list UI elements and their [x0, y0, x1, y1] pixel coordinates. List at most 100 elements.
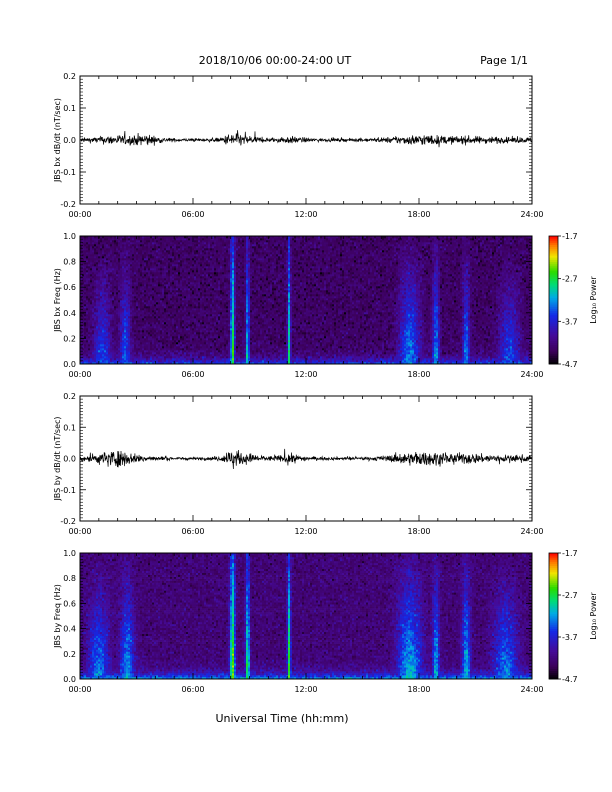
heatmap-cell [98, 278, 100, 280]
heatmap-cell [166, 280, 168, 282]
heatmap-cell [164, 332, 166, 334]
heatmap-cell [130, 328, 132, 330]
heatmap-cell [180, 262, 182, 264]
heatmap-cell [164, 324, 166, 326]
heatmap-cell [138, 310, 140, 312]
heatmap-cell [122, 354, 124, 356]
heatmap-cell [102, 334, 104, 336]
heatmap-cell [160, 360, 162, 362]
heatmap-cell [200, 308, 202, 310]
heatmap-cell [174, 310, 176, 312]
heatmap-cell [188, 280, 190, 282]
heatmap-cell [178, 306, 180, 308]
heatmap-cell [90, 308, 92, 310]
heatmap-cell [176, 284, 178, 286]
heatmap-cell [100, 342, 102, 344]
heatmap-cell [122, 324, 124, 326]
heatmap-cell [186, 352, 188, 354]
heatmap-cell [122, 356, 124, 358]
heatmap-cell [154, 354, 156, 356]
heatmap-cell [180, 338, 182, 340]
heatmap-cell [180, 352, 182, 354]
heatmap-cell [126, 324, 128, 326]
heatmap-cell [104, 250, 106, 252]
heatmap-cell [102, 342, 104, 344]
heatmap-cell [94, 356, 96, 358]
heatmap-cell [186, 314, 188, 316]
heatmap-cell [108, 318, 110, 320]
heatmap-cell [112, 298, 114, 300]
heatmap-cell [132, 358, 134, 360]
heatmap-cell [104, 310, 106, 312]
heatmap-cell [92, 252, 94, 254]
heatmap-cell [154, 264, 156, 266]
heatmap-cell [92, 360, 94, 362]
heatmap-cell [116, 288, 118, 290]
heatmap-cell [180, 346, 182, 348]
heatmap-cell [166, 258, 168, 260]
heatmap-cell [144, 280, 146, 282]
heatmap-cell [152, 252, 154, 254]
heatmap-cell [90, 334, 92, 336]
heatmap-cell [162, 250, 164, 252]
heatmap-cell [184, 320, 186, 322]
heatmap-cell [194, 326, 196, 328]
heatmap-cell [126, 316, 128, 318]
heatmap-cell [112, 258, 114, 260]
heatmap-cell [140, 280, 142, 282]
heatmap-cell [112, 248, 114, 250]
heatmap-cell [130, 326, 132, 328]
heatmap-cell [148, 358, 150, 360]
heatmap-cell [148, 302, 150, 304]
heatmap-cell [170, 248, 172, 250]
heatmap-cell [148, 264, 150, 266]
heatmap-cell [182, 348, 184, 350]
heatmap-cell [94, 312, 96, 314]
heatmap-cell [126, 294, 128, 296]
heatmap-cell [144, 258, 146, 260]
heatmap-cell [96, 348, 98, 350]
heatmap-cell [140, 240, 142, 242]
heatmap-cell [116, 280, 118, 282]
heatmap-cell [100, 282, 102, 284]
heatmap-cell [118, 294, 120, 296]
heatmap-cell [144, 332, 146, 334]
heatmap-cell [140, 342, 142, 344]
heatmap-cell [198, 300, 200, 302]
heatmap-cell [158, 290, 160, 292]
heatmap-cell [138, 276, 140, 278]
heatmap-cell [96, 238, 98, 240]
heatmap-cell [170, 352, 172, 354]
heatmap-cell [152, 312, 154, 314]
heatmap-cell [104, 336, 106, 338]
heatmap-cell [92, 352, 94, 354]
heatmap-cell [148, 248, 150, 250]
heatmap-cell [140, 270, 142, 272]
heatmap-cell [110, 320, 112, 322]
heatmap-cell [132, 308, 134, 310]
heatmap-cell [96, 246, 98, 248]
heatmap-cell [100, 290, 102, 292]
heatmap-cell [150, 322, 152, 324]
heatmap-cell [108, 254, 110, 256]
heatmap-cell [92, 328, 94, 330]
heatmap-cell [188, 268, 190, 270]
heatmap-cell [142, 250, 144, 252]
heatmap-cell [88, 346, 90, 348]
heatmap-cell [148, 294, 150, 296]
heatmap-cell [114, 314, 116, 316]
plot-title: 2018/10/06 00:00-24:00 UT [199, 54, 352, 67]
heatmap-cell [110, 328, 112, 330]
heatmap-cell [144, 304, 146, 306]
heatmap-cell [100, 358, 102, 360]
heatmap-cell [116, 336, 118, 338]
heatmap-cell [178, 270, 180, 272]
heatmap-cell [118, 352, 120, 354]
heatmap-cell [132, 248, 134, 250]
heatmap-cell [178, 318, 180, 320]
heatmap-cell [122, 290, 124, 292]
heatmap-cell [124, 318, 126, 320]
heatmap-cell [188, 346, 190, 348]
heatmap-cell [106, 260, 108, 262]
heatmap-cell [150, 312, 152, 314]
